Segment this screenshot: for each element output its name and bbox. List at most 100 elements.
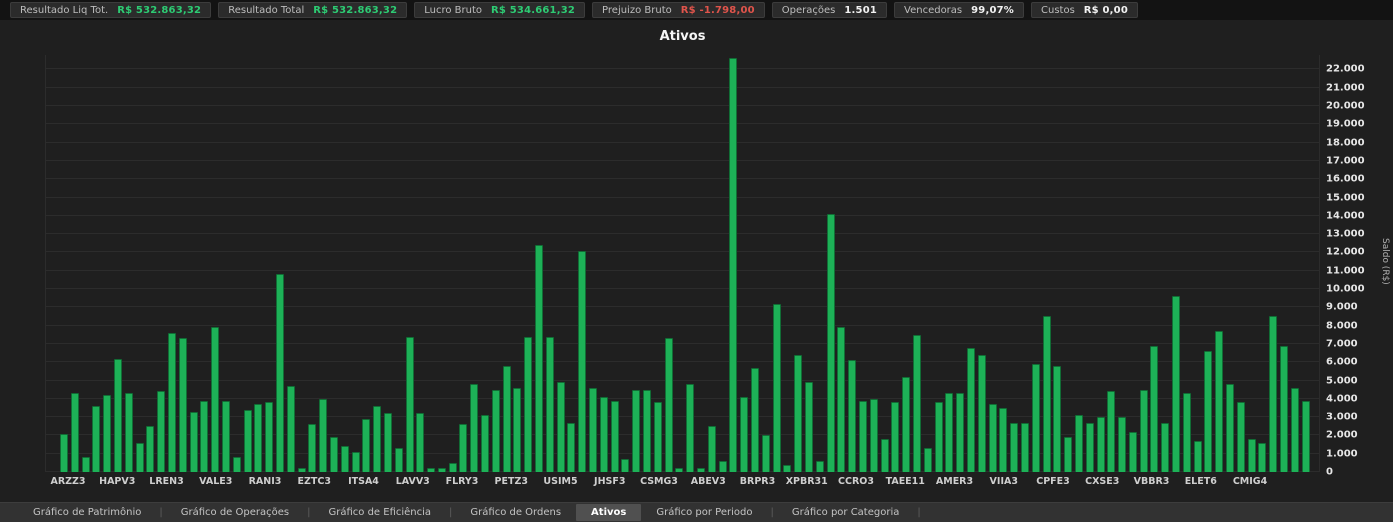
tab-separator: | bbox=[917, 507, 921, 518]
y-tick-label: 1.000 bbox=[1326, 448, 1358, 460]
asset-bar bbox=[1269, 316, 1278, 472]
y-axis-ticks: 0 1.000 2.000 3.000 4.000 5.000 6.000 7.000 8.00… bbox=[1326, 55, 1370, 478]
asset-bar bbox=[621, 459, 630, 472]
x-tick-label: CSMG3 bbox=[640, 476, 678, 487]
asset-bar bbox=[826, 213, 835, 472]
asset-bar bbox=[275, 274, 284, 472]
y-tick-label: 8.000 bbox=[1326, 320, 1358, 332]
x-tick-label: VALE3 bbox=[199, 476, 233, 487]
tab-ativos[interactable]: Ativos bbox=[576, 504, 642, 521]
asset-bar bbox=[286, 386, 295, 472]
asset-bar bbox=[329, 437, 338, 472]
asset-bar bbox=[675, 468, 684, 472]
asset-bar bbox=[761, 435, 770, 472]
tab-separator: | bbox=[449, 507, 453, 518]
asset-bar bbox=[1031, 364, 1040, 472]
asset-bar bbox=[146, 426, 155, 472]
asset-bar bbox=[632, 389, 641, 472]
y-tick-label: 19.000 bbox=[1326, 118, 1365, 130]
asset-bar bbox=[189, 411, 198, 472]
asset-bar bbox=[405, 336, 414, 472]
y-tick-label: 20.000 bbox=[1326, 100, 1365, 112]
x-tick-label: JHSF3 bbox=[594, 476, 626, 487]
asset-bar bbox=[934, 402, 943, 472]
x-tick-label: CXSE3 bbox=[1085, 476, 1120, 487]
asset-bar bbox=[686, 384, 695, 472]
asset-bar bbox=[545, 336, 554, 472]
status-metric-value: R$ -1.798,00 bbox=[680, 4, 755, 16]
asset-bar bbox=[912, 334, 921, 472]
x-tick-label: RANI3 bbox=[248, 476, 282, 487]
asset-bar bbox=[491, 389, 500, 472]
asset-bar bbox=[211, 327, 220, 472]
asset-bar bbox=[1118, 417, 1127, 472]
asset-bar bbox=[135, 442, 144, 472]
asset-bar bbox=[243, 409, 252, 472]
y-tick-label: 6.000 bbox=[1326, 356, 1358, 368]
asset-bar bbox=[1128, 431, 1137, 472]
asset-bar bbox=[999, 407, 1008, 472]
asset-bar bbox=[643, 389, 652, 472]
asset-bar bbox=[1150, 345, 1159, 472]
asset-bar bbox=[1182, 393, 1191, 472]
tab-gr-fico-de-ordens[interactable]: Gráfico de Ordens bbox=[470, 507, 562, 518]
asset-bar bbox=[945, 393, 954, 472]
asset-bar bbox=[848, 360, 857, 472]
tab-gr-fico-de-opera-es[interactable]: Gráfico de Operações bbox=[180, 507, 290, 518]
asset-bar bbox=[362, 418, 371, 472]
x-tick-label: ELET6 bbox=[1184, 476, 1217, 487]
asset-bar bbox=[416, 413, 425, 472]
y-tick-label: 7.000 bbox=[1326, 338, 1358, 350]
asset-bar bbox=[178, 338, 187, 472]
asset-bar bbox=[783, 464, 792, 472]
asset-bar bbox=[254, 404, 263, 472]
chart-tab-bar: Gráfico de Patrimônio | Gráfico de Operaçõ… bbox=[0, 502, 1393, 522]
status-metric-label: Operações bbox=[781, 4, 836, 16]
gridline bbox=[46, 269, 1319, 271]
asset-bar bbox=[1085, 422, 1094, 472]
asset-bar bbox=[556, 382, 565, 472]
x-tick-label: ABEV3 bbox=[690, 476, 726, 487]
x-tick-label: BRPR3 bbox=[739, 476, 776, 487]
gridline bbox=[46, 178, 1319, 180]
asset-bar bbox=[977, 354, 986, 472]
asset-bar bbox=[804, 382, 813, 472]
x-tick-label: CPFE3 bbox=[1036, 476, 1070, 487]
tab-gr-fico-por-categoria[interactable]: Gráfico por Categoria bbox=[791, 507, 900, 518]
status-metric: Vencedoras 99,07% bbox=[894, 2, 1024, 18]
asset-bar bbox=[502, 365, 511, 472]
y-tick-label: 10.000 bbox=[1326, 283, 1365, 295]
x-axis-ticks: ARZZ3 HAPV3 LREN3 VALE3 RANI3 EZTC3 ITSA4 LAVV3… bbox=[45, 476, 1320, 490]
gridline bbox=[46, 251, 1319, 253]
gridline bbox=[46, 452, 1319, 454]
tab-separator: | bbox=[159, 507, 163, 518]
asset-bar bbox=[664, 338, 673, 472]
asset-bar bbox=[535, 245, 544, 472]
tab-gr-fico-de-efici-ncia[interactable]: Gráfico de Eficiência bbox=[328, 507, 432, 518]
asset-bar bbox=[718, 461, 727, 472]
y-axis-title: Saldo (R$) bbox=[1380, 238, 1390, 285]
x-tick-label: HAPV3 bbox=[99, 476, 136, 487]
tab-gr-fico-por-periodo[interactable]: Gráfico por Periodo bbox=[656, 507, 753, 518]
status-metric-label: Vencedoras bbox=[904, 4, 963, 16]
asset-bar bbox=[599, 396, 608, 472]
asset-bar bbox=[610, 400, 619, 472]
x-tick-label: CMIG4 bbox=[1232, 476, 1268, 487]
asset-bar bbox=[1290, 387, 1299, 472]
tab-gr-fico-de-patrim-nio[interactable]: Gráfico de Patrimônio bbox=[33, 507, 142, 518]
x-tick-label: PETZ3 bbox=[494, 476, 528, 487]
status-metric: Resultado Liq Tot. R$ 532.863,32 bbox=[10, 2, 212, 18]
asset-bar bbox=[383, 413, 392, 472]
asset-bar bbox=[437, 468, 446, 472]
y-tick-label: 17.000 bbox=[1326, 155, 1365, 167]
y-tick-label: 3.000 bbox=[1326, 411, 1358, 423]
asset-bar bbox=[470, 384, 479, 472]
y-tick-label: 4.000 bbox=[1326, 393, 1358, 405]
status-metric-label: Resultado Liq Tot. bbox=[20, 4, 109, 16]
gridline bbox=[46, 159, 1319, 161]
asset-bar bbox=[81, 457, 90, 472]
y-tick-label: 2.000 bbox=[1326, 429, 1358, 441]
status-metric-value: R$ 534.661,32 bbox=[491, 4, 576, 16]
x-tick-label: FLRY3 bbox=[445, 476, 479, 487]
asset-bar bbox=[1020, 422, 1029, 472]
